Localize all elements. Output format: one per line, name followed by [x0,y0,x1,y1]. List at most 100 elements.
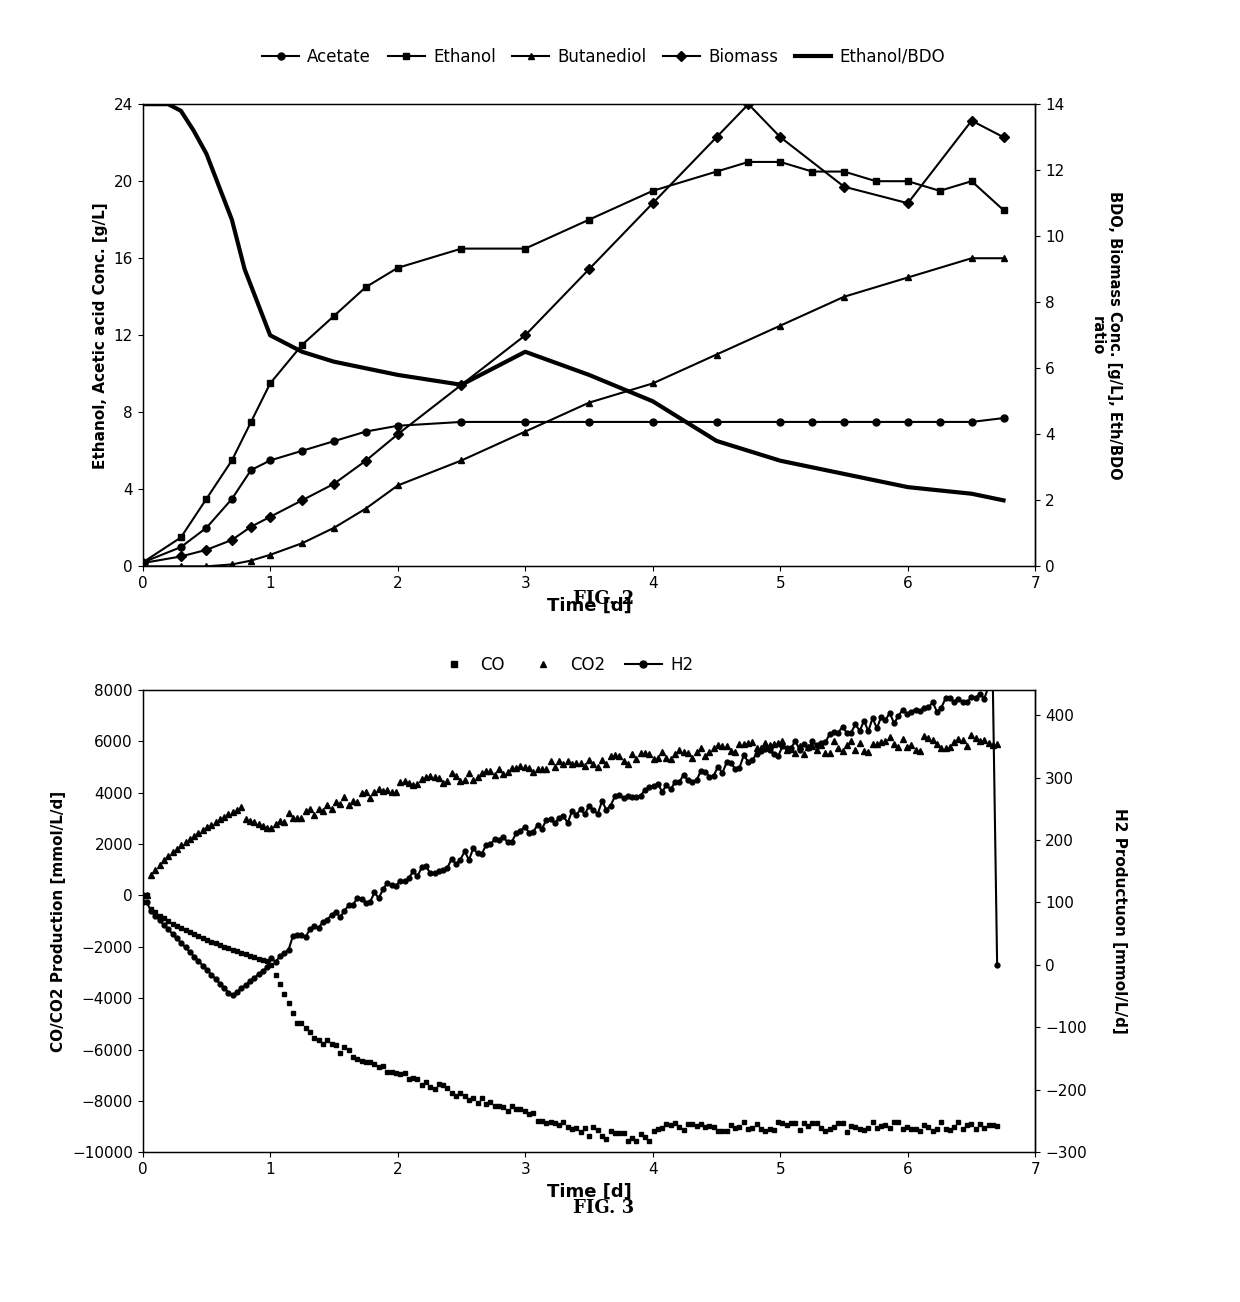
Acetate [243,462,258,478]
Butanediol [965,250,980,266]
Ethanol/BDO [900,479,915,495]
CO [990,1118,1004,1134]
CO2 [963,728,978,743]
Biomass [263,509,278,525]
Acetate [868,414,883,430]
H2 [170,931,185,947]
Legend: Acetate, Ethanol, Butanediol, Biomass, Ethanol/BDO: Acetate, Ethanol, Butanediol, Biomass, E… [255,40,952,72]
Ethanol/BDO [996,492,1011,508]
Ethanol [358,280,373,296]
Acetate [996,410,1011,426]
CO [951,1113,966,1129]
Ethanol/BDO [212,178,227,194]
Line: Ethanol: Ethanol [139,159,1007,566]
H2 [951,691,966,707]
Text: FIG. 2: FIG. 2 [573,590,635,608]
Ethanol [837,164,852,180]
Acetate [645,414,660,430]
Acetate [837,414,852,430]
Acetate [198,519,213,535]
Ethanol [224,453,239,469]
Acetate [965,414,980,430]
Butanediol [174,559,188,574]
Ethanol/BDO [837,466,852,482]
Ethanol [965,173,980,189]
Acetate [454,414,469,430]
Legend: CO, CO2, H2: CO, CO2, H2 [429,648,699,680]
Biomass [709,129,724,145]
H2 [986,677,1001,693]
Ethanol [932,184,947,199]
CO2 [947,734,962,750]
Ethanol [996,202,1011,217]
Ethanol [198,491,213,506]
Line: Biomass: Biomass [139,100,1007,566]
Ethanol/BDO [174,103,188,118]
Biomass [243,519,258,535]
H2 [921,699,936,715]
Biomass [773,129,787,145]
Butanediol [263,547,278,562]
Ethanol/BDO [965,486,980,501]
Y-axis label: CO/CO2 Production [mmol/L/d]: CO/CO2 Production [mmol/L/d] [51,790,67,1052]
Ethanol/BDO [198,146,213,161]
CO [170,918,185,934]
Biomass [224,533,239,548]
Line: H2: H2 [140,682,999,997]
Ethanol/BDO [326,354,341,370]
Ethanol/BDO [224,212,239,228]
CO2 [187,828,202,844]
Acetate [135,555,150,570]
Biomass [900,195,915,211]
X-axis label: Time [d]: Time [d] [547,1182,631,1200]
H2 [226,988,241,1004]
Ethanol [263,375,278,391]
Line: Butanediol: Butanediol [139,255,1007,570]
H2 [990,957,1004,973]
Acetate [326,434,341,449]
Ethanol/BDO [148,96,162,112]
Ethanol/BDO [295,344,310,359]
Ethanol/BDO [518,344,533,359]
Butanediol [996,250,1011,266]
Butanediol [773,318,787,333]
Ethanol/BDO [391,367,405,383]
Butanediol [243,553,258,569]
Ethanol/BDO [358,361,373,376]
Line: CO: CO [140,893,999,1144]
Biomass [454,378,469,393]
Biomass [174,548,188,564]
Biomass [582,262,596,277]
Ethanol [295,337,310,353]
Butanediol [295,535,310,551]
Ethanol [773,154,787,169]
Biomass [518,328,533,344]
Ethanol [805,164,820,180]
Biomass [198,542,213,557]
CO [921,1118,936,1134]
Acetate [358,423,373,439]
Butanediol [454,453,469,469]
Ethanol/BDO [773,453,787,469]
Acetate [518,414,533,430]
Ethanol/BDO [135,96,150,112]
CO2 [294,810,309,825]
Biomass [996,129,1011,145]
Butanediol [709,346,724,362]
Ethanol [326,309,341,324]
Ethanol [174,530,188,546]
Ethanol/BDO [186,122,201,138]
Line: CO2: CO2 [140,732,999,898]
X-axis label: Time [d]: Time [d] [547,596,631,615]
Biomass [742,96,756,112]
Butanediol [224,557,239,573]
Ethanol [518,241,533,256]
Biomass [391,427,405,443]
CO [629,1134,644,1150]
Acetate [582,414,596,430]
H2 [299,928,314,944]
Biomass [135,555,150,570]
Ethanol/BDO [645,393,660,409]
Y-axis label: Ethanol, Acetic acid Conc. [g/L]: Ethanol, Acetic acid Conc. [g/L] [93,202,108,469]
Ethanol [742,154,756,169]
